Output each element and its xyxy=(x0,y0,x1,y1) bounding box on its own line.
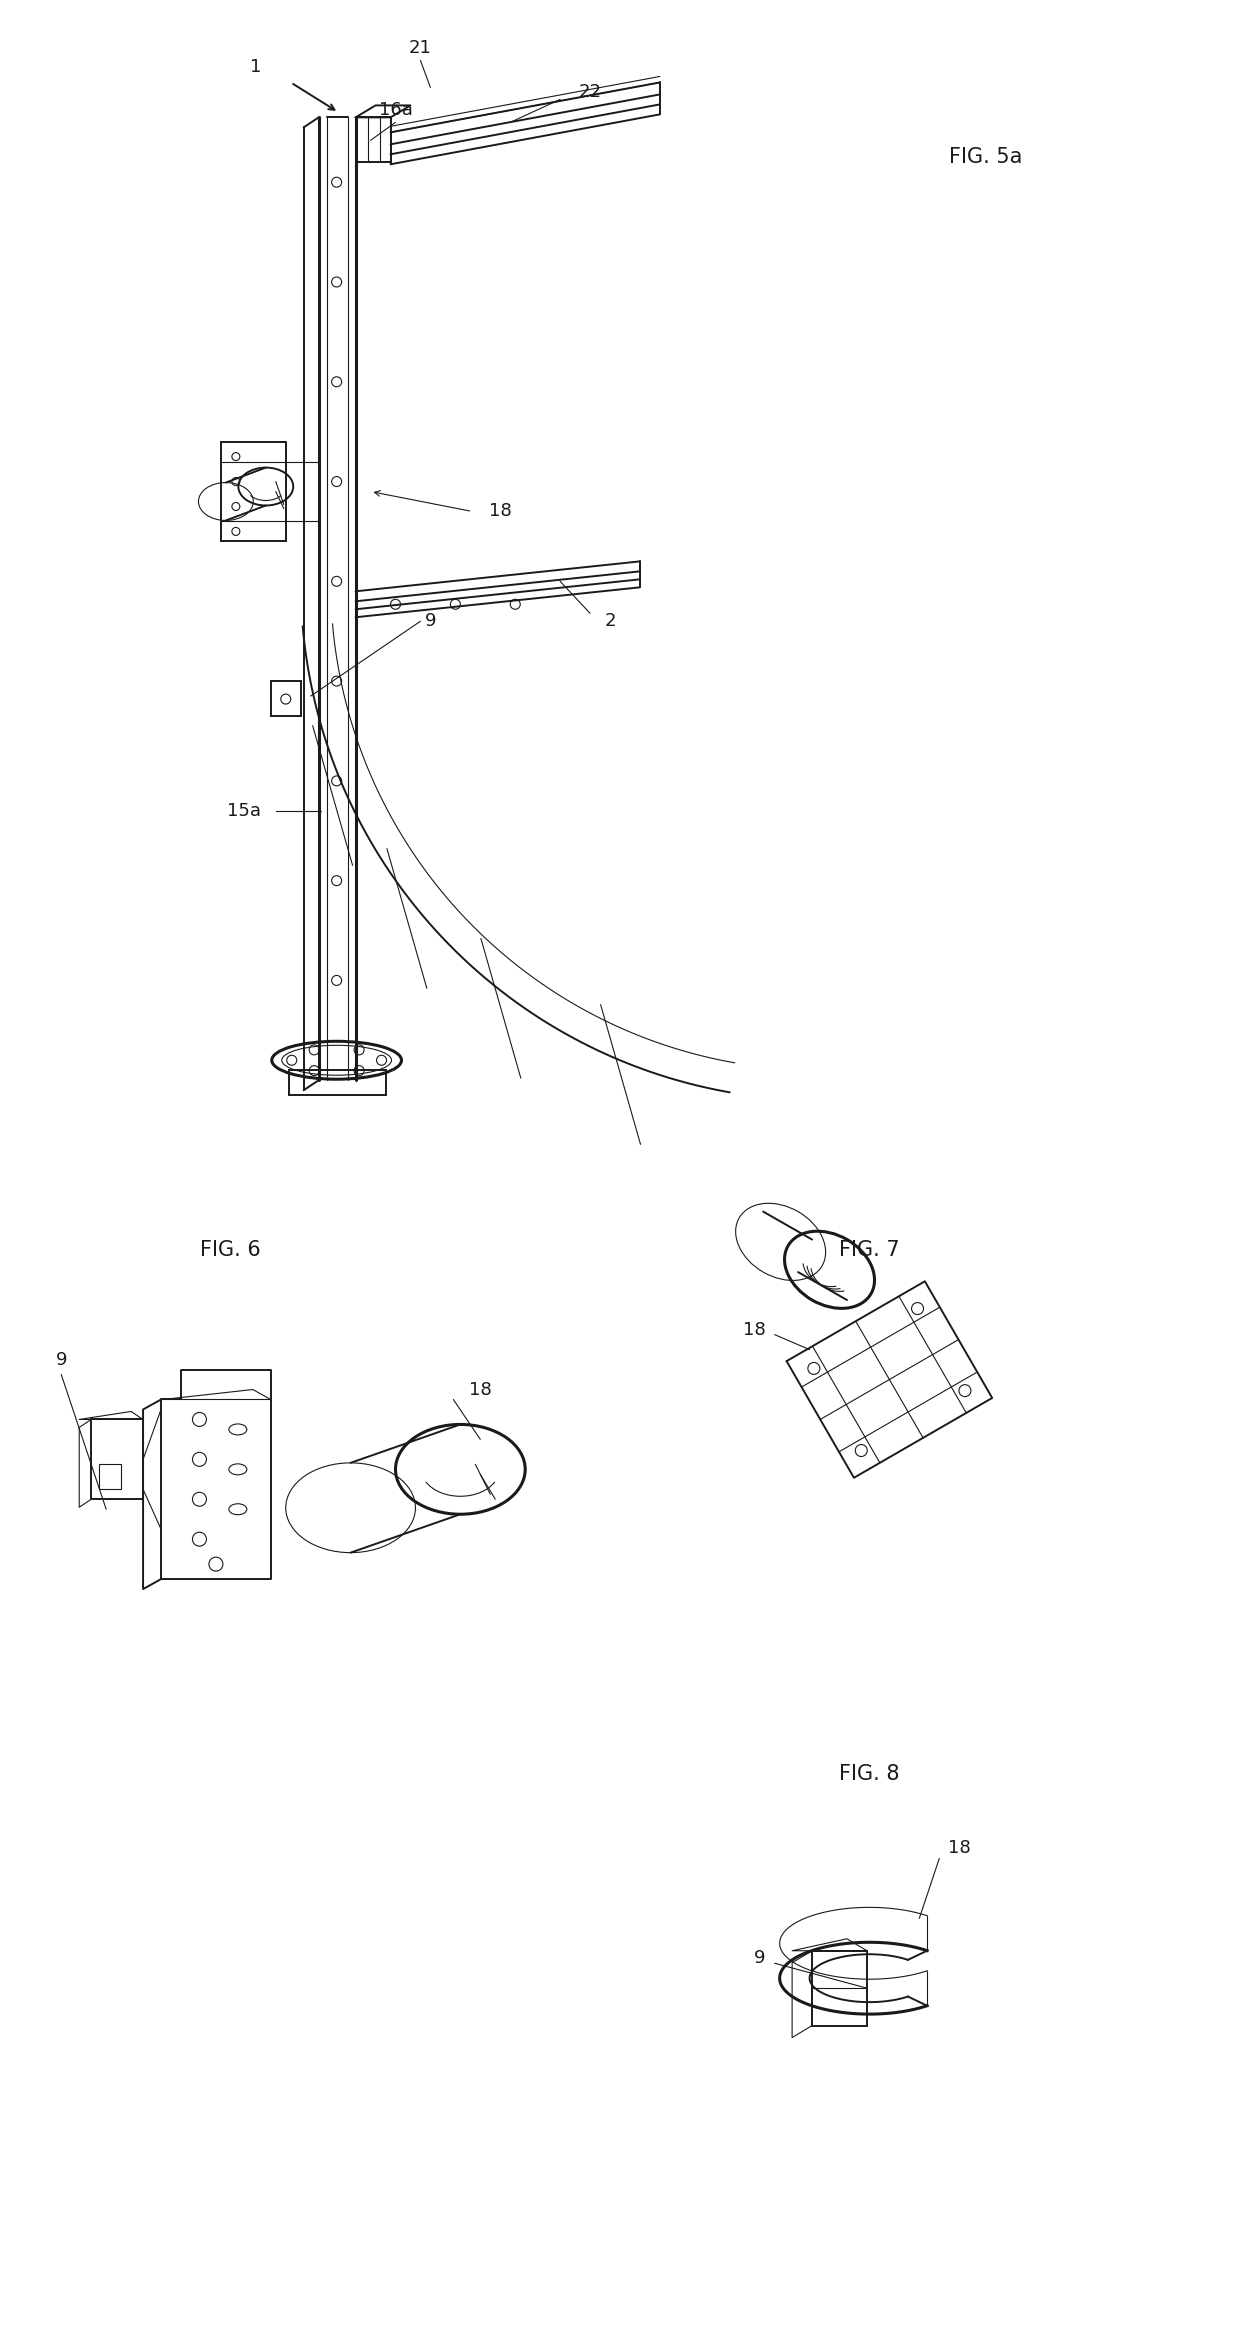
Bar xyxy=(221,441,285,542)
Text: 9: 9 xyxy=(56,1350,67,1368)
Text: 18: 18 xyxy=(489,502,512,521)
Bar xyxy=(99,1465,122,1490)
Bar xyxy=(812,1950,867,2025)
Text: 9: 9 xyxy=(424,613,436,631)
Text: FIG. 7: FIG. 7 xyxy=(839,1239,900,1260)
Bar xyxy=(92,1420,143,1500)
Text: 9: 9 xyxy=(754,1950,765,1967)
Text: 18: 18 xyxy=(469,1380,492,1399)
Text: FIG. 5a: FIG. 5a xyxy=(950,148,1023,167)
Text: 18: 18 xyxy=(743,1321,766,1338)
Text: 2: 2 xyxy=(604,613,616,631)
Text: 15a: 15a xyxy=(227,803,260,819)
Text: 21: 21 xyxy=(409,38,432,56)
Text: FIG. 8: FIG. 8 xyxy=(839,1763,900,1784)
Text: 1: 1 xyxy=(250,59,262,77)
Text: 22: 22 xyxy=(579,84,601,101)
Text: 16a: 16a xyxy=(378,101,413,120)
Bar xyxy=(270,681,301,716)
Text: FIG. 6: FIG. 6 xyxy=(201,1239,262,1260)
Bar xyxy=(356,117,391,162)
Text: 18: 18 xyxy=(947,1840,971,1856)
